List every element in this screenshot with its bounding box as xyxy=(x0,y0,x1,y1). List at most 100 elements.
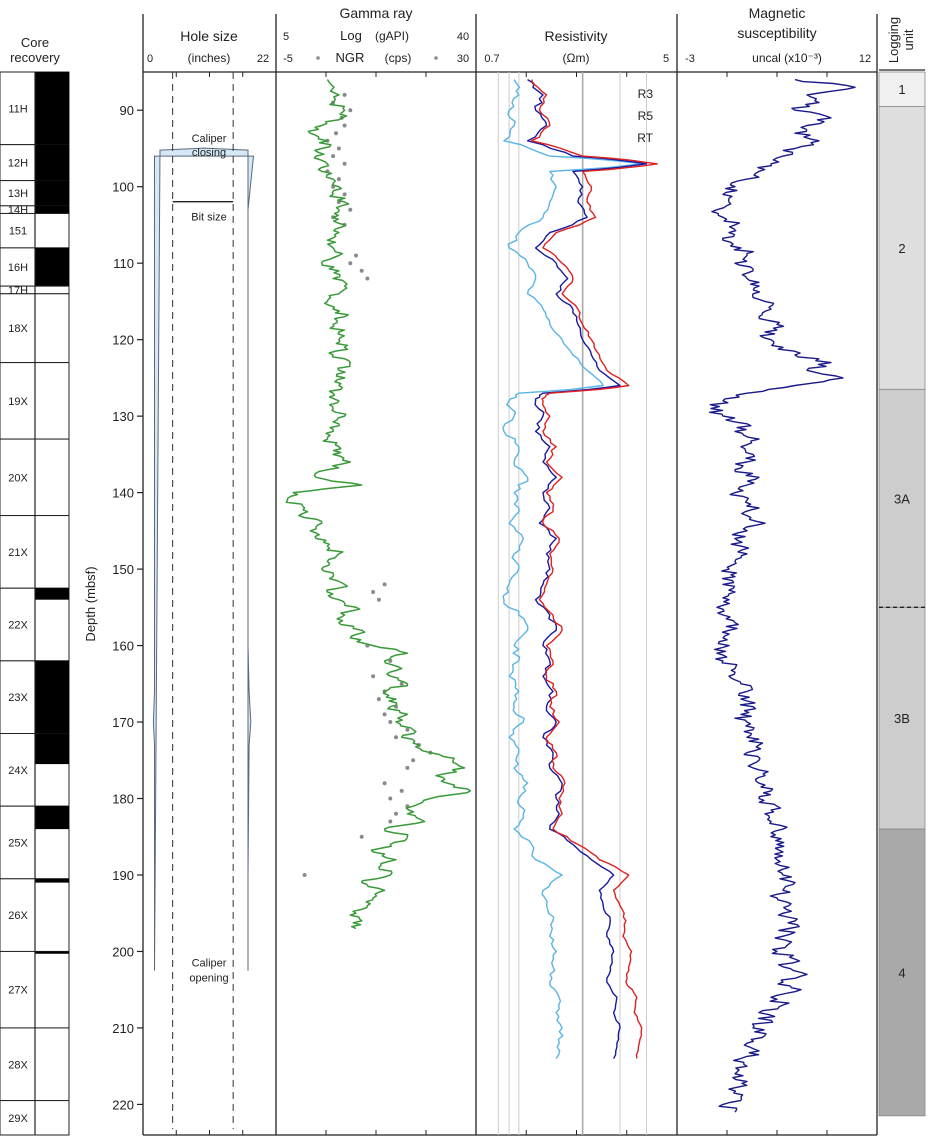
depth-tick-label: 100 xyxy=(112,180,134,195)
core-recovered-bar xyxy=(35,144,69,181)
gamma-ngr-point xyxy=(399,681,404,686)
core-recovery-cell xyxy=(34,1100,70,1136)
gamma-ngr-point xyxy=(342,161,347,166)
core-recovery-cell xyxy=(34,950,70,1029)
logging-unit-block xyxy=(878,388,926,608)
core-interval xyxy=(0,1027,36,1102)
gamma-log-units: (gAPI) xyxy=(375,29,409,43)
core-interval xyxy=(0,247,36,287)
magnetic-susceptibility-track: Magnetic susceptibility uncal (x10⁻³) -3 12 xyxy=(676,5,878,1136)
depth-tick-label: 90 xyxy=(120,103,134,118)
magsus-title: susceptibility xyxy=(737,25,816,41)
core-recovery-cell xyxy=(34,293,70,364)
core-label: 22X xyxy=(8,620,28,632)
magsus-line xyxy=(709,78,856,1113)
core-label: 25X xyxy=(8,837,28,849)
gamma-ngr-point xyxy=(336,177,341,182)
gamma-ngr-point xyxy=(376,597,381,602)
logging-unit-track: Logging unit 1 2 3A 3B 4 xyxy=(878,17,926,1117)
depth-tick-label: 180 xyxy=(112,792,134,807)
depth-tick-label: 140 xyxy=(112,486,134,501)
core-recovery-cell xyxy=(34,1027,70,1102)
core-label: 12H xyxy=(8,158,28,170)
gamma-log-legend: Log xyxy=(340,28,362,43)
gamma-ngr-point xyxy=(348,108,353,113)
core-label: 19X xyxy=(8,396,28,408)
core-recovery-track: Corerecovery11H12H13H14H15116H17H18X19X2… xyxy=(0,35,70,1136)
gamma-ngr-point xyxy=(371,590,376,594)
logging-unit-block xyxy=(878,828,926,1117)
hole-size-xmax: 22 xyxy=(257,53,269,65)
gamma-ngr-point xyxy=(376,697,381,702)
gamma-ngr-point xyxy=(334,131,338,136)
depth-tick-label: 190 xyxy=(112,868,134,883)
core-label: 16H xyxy=(8,262,28,274)
bit-size-label: Bit size xyxy=(191,212,226,224)
gamma-ngr-point xyxy=(394,811,398,816)
gamma-ngr-point xyxy=(342,123,347,128)
gamma-ngr-point xyxy=(359,268,364,273)
core-recovered-bar xyxy=(35,806,69,830)
core-recovered-bar xyxy=(35,588,69,600)
core-recovered-bar xyxy=(35,205,69,214)
gamma-ngr-point xyxy=(302,873,307,877)
gamma-ngr-legend: NGR xyxy=(336,50,365,65)
gamma-ngr-point xyxy=(399,788,404,793)
core-recovered-bar xyxy=(35,733,69,765)
caliper-closing-label: Caliper xyxy=(192,133,227,145)
gamma-ngr-point xyxy=(336,146,341,151)
caliper-shape xyxy=(152,147,255,971)
gamma-ray-title: Gamma ray xyxy=(339,5,412,21)
resistivity-xmin: 0.7 xyxy=(484,53,499,65)
gamma-log-xmax: 40 xyxy=(457,31,469,43)
core-label: 20X xyxy=(8,472,28,484)
gamma-log-xmin: 5 xyxy=(283,31,289,43)
gamma-ngr-point xyxy=(388,796,393,801)
core-label: 11H xyxy=(8,103,27,115)
core-recovered-bar xyxy=(35,247,69,287)
core-recovery-title: Core xyxy=(21,35,49,50)
core-label: 23X xyxy=(8,692,28,704)
gamma-ray-track: Gamma ray Log (gAPI) 5 40 NGR (cps) -5 30 xyxy=(275,5,477,1136)
depth-tick-label: 200 xyxy=(112,944,134,959)
core-recovery-cell xyxy=(34,515,70,589)
gamma-ngr-point xyxy=(371,674,376,679)
depth-tick-label: 150 xyxy=(112,562,134,577)
resistivity-legend-r5: R5 xyxy=(638,109,654,123)
gamma-ngr-legend-dot xyxy=(434,56,438,60)
core-recovered-bar xyxy=(35,180,69,206)
logging-unit-label: 2 xyxy=(898,241,905,256)
gamma-ngr-point xyxy=(394,735,398,740)
gamma-ngr-point xyxy=(359,834,364,839)
core-recovered-bar xyxy=(35,72,69,145)
gamma-ngr-xmax: 30 xyxy=(457,53,469,65)
core-label: 18X xyxy=(8,323,28,335)
logging-unit-title: unit xyxy=(901,29,916,50)
core-interval xyxy=(0,180,36,207)
caliper-opening-label: opening xyxy=(189,973,228,985)
depth-tick-label: 130 xyxy=(112,409,134,424)
gamma-ngr-point xyxy=(348,261,353,266)
resistivity-line-r5 xyxy=(526,79,648,1059)
magsus-units: uncal (x10⁻³) xyxy=(752,51,822,65)
core-interval xyxy=(0,144,36,182)
core-recovered-bar xyxy=(35,951,69,954)
logging-unit-label: 3A xyxy=(894,491,910,506)
gamma-ngr-point xyxy=(411,758,416,763)
hole-size-track: Hole size (inches) 0 22 Bit size Caliper closi… xyxy=(142,14,277,1136)
core-recovered-bar xyxy=(35,660,69,734)
depth-tick-label: 160 xyxy=(112,639,134,654)
gamma-log-line xyxy=(285,79,472,930)
depth-tick-label: 120 xyxy=(112,333,134,348)
gamma-ngr-point xyxy=(365,276,370,281)
depth-tick-label: 220 xyxy=(112,1097,134,1112)
gamma-ngr-legend-dot xyxy=(316,56,320,60)
logging-unit-block xyxy=(878,106,926,390)
logging-unit-label: 3B xyxy=(894,711,910,726)
depth-axis-label: Depth (mbsf) xyxy=(83,566,98,641)
gamma-ngr-point xyxy=(382,582,387,587)
resistivity-track: Resistivity (Ωm) 0.7 5 R3 R5 RT xyxy=(475,14,678,1136)
gamma-ngr-point xyxy=(382,712,387,717)
logging-unit-title: Logging xyxy=(886,17,901,63)
